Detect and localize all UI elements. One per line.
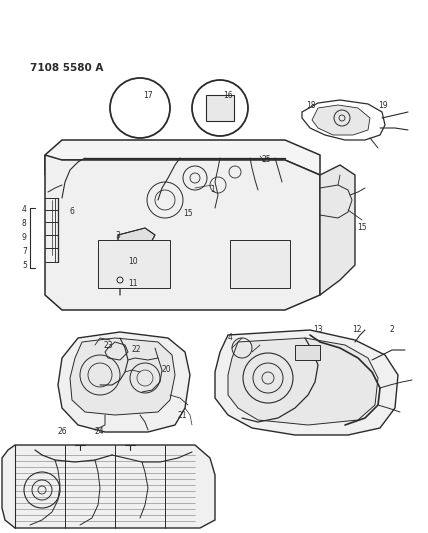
Text: 13: 13 xyxy=(313,326,323,335)
Circle shape xyxy=(192,80,248,136)
Text: 22: 22 xyxy=(132,345,142,354)
Bar xyxy=(206,95,234,121)
Text: 6: 6 xyxy=(70,207,75,216)
Polygon shape xyxy=(58,332,190,432)
Text: 9: 9 xyxy=(22,232,27,241)
Text: 5: 5 xyxy=(22,261,27,270)
Text: 23: 23 xyxy=(104,341,113,350)
Text: 8: 8 xyxy=(22,220,27,229)
Bar xyxy=(230,240,290,288)
Polygon shape xyxy=(45,155,320,310)
Text: 24: 24 xyxy=(95,427,104,437)
Text: 20: 20 xyxy=(162,366,172,375)
Text: 1: 1 xyxy=(210,185,215,195)
Bar xyxy=(98,240,170,288)
Text: 2: 2 xyxy=(390,326,395,335)
Text: 21: 21 xyxy=(178,410,187,419)
Polygon shape xyxy=(118,228,155,248)
Text: 10: 10 xyxy=(128,256,138,265)
Polygon shape xyxy=(320,165,355,295)
Polygon shape xyxy=(70,338,175,415)
Polygon shape xyxy=(45,140,320,175)
Polygon shape xyxy=(118,102,162,118)
Text: 19: 19 xyxy=(378,101,388,110)
Circle shape xyxy=(110,78,170,138)
Text: 15: 15 xyxy=(183,208,193,217)
Polygon shape xyxy=(215,330,398,435)
Polygon shape xyxy=(312,105,370,135)
Text: 26: 26 xyxy=(58,427,68,437)
Text: 7: 7 xyxy=(22,247,27,256)
Text: 7108 5580 A: 7108 5580 A xyxy=(30,63,104,73)
Text: 12: 12 xyxy=(352,326,362,335)
Text: 4: 4 xyxy=(22,206,27,214)
Text: 17: 17 xyxy=(143,92,153,101)
Polygon shape xyxy=(228,338,378,425)
Text: 16: 16 xyxy=(223,92,233,101)
Text: 4: 4 xyxy=(228,333,233,342)
Text: 3: 3 xyxy=(115,230,120,239)
Text: 15: 15 xyxy=(357,222,367,231)
Text: 25: 25 xyxy=(262,156,272,165)
Text: 18: 18 xyxy=(306,101,315,110)
Text: 11: 11 xyxy=(128,279,137,287)
Bar xyxy=(295,345,320,360)
Polygon shape xyxy=(2,445,215,528)
